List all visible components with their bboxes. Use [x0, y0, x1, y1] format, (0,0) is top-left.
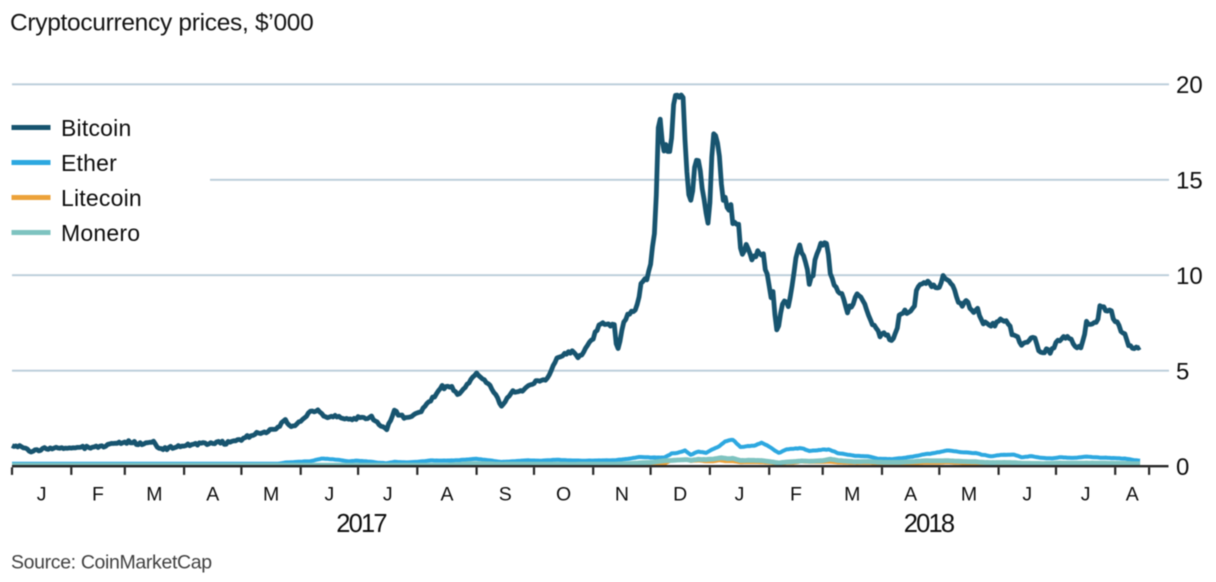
svg-text:Litecoin: Litecoin	[61, 185, 142, 211]
svg-text:S: S	[499, 484, 512, 506]
svg-text:Monero: Monero	[61, 220, 140, 246]
svg-text:Bitcoin: Bitcoin	[61, 115, 131, 141]
svg-text:M: M	[146, 484, 162, 506]
svg-text:J: J	[37, 484, 47, 506]
svg-text:A: A	[440, 484, 453, 506]
svg-text:2018: 2018	[904, 510, 955, 538]
svg-text:M: M	[844, 484, 860, 506]
svg-text:Source: CoinMarketCap: Source: CoinMarketCap	[11, 552, 212, 574]
svg-text:J: J	[325, 484, 335, 506]
svg-text:A: A	[206, 484, 219, 506]
svg-text:15: 15	[1176, 168, 1203, 195]
svg-text:D: D	[673, 484, 687, 506]
svg-text:0: 0	[1176, 454, 1189, 481]
svg-text:J: J	[1022, 484, 1032, 506]
svg-text:2017: 2017	[336, 510, 386, 538]
svg-text:M: M	[263, 484, 279, 506]
svg-text:J: J	[383, 484, 393, 506]
svg-text:N: N	[615, 484, 629, 506]
svg-text:10: 10	[1176, 263, 1203, 290]
svg-text:O: O	[556, 484, 571, 506]
svg-text:F: F	[790, 484, 802, 506]
svg-text:A: A	[904, 484, 917, 506]
svg-text:5: 5	[1176, 359, 1189, 386]
svg-text:A: A	[1126, 484, 1139, 506]
svg-text:Ether: Ether	[61, 150, 117, 176]
svg-text:M: M	[961, 484, 977, 506]
svg-text:F: F	[92, 484, 104, 506]
svg-text:20: 20	[1176, 72, 1203, 99]
svg-text:J: J	[735, 484, 745, 506]
svg-text:J: J	[1081, 484, 1091, 506]
svg-text:Cryptocurrency prices, $’000: Cryptocurrency prices, $’000	[10, 10, 313, 37]
